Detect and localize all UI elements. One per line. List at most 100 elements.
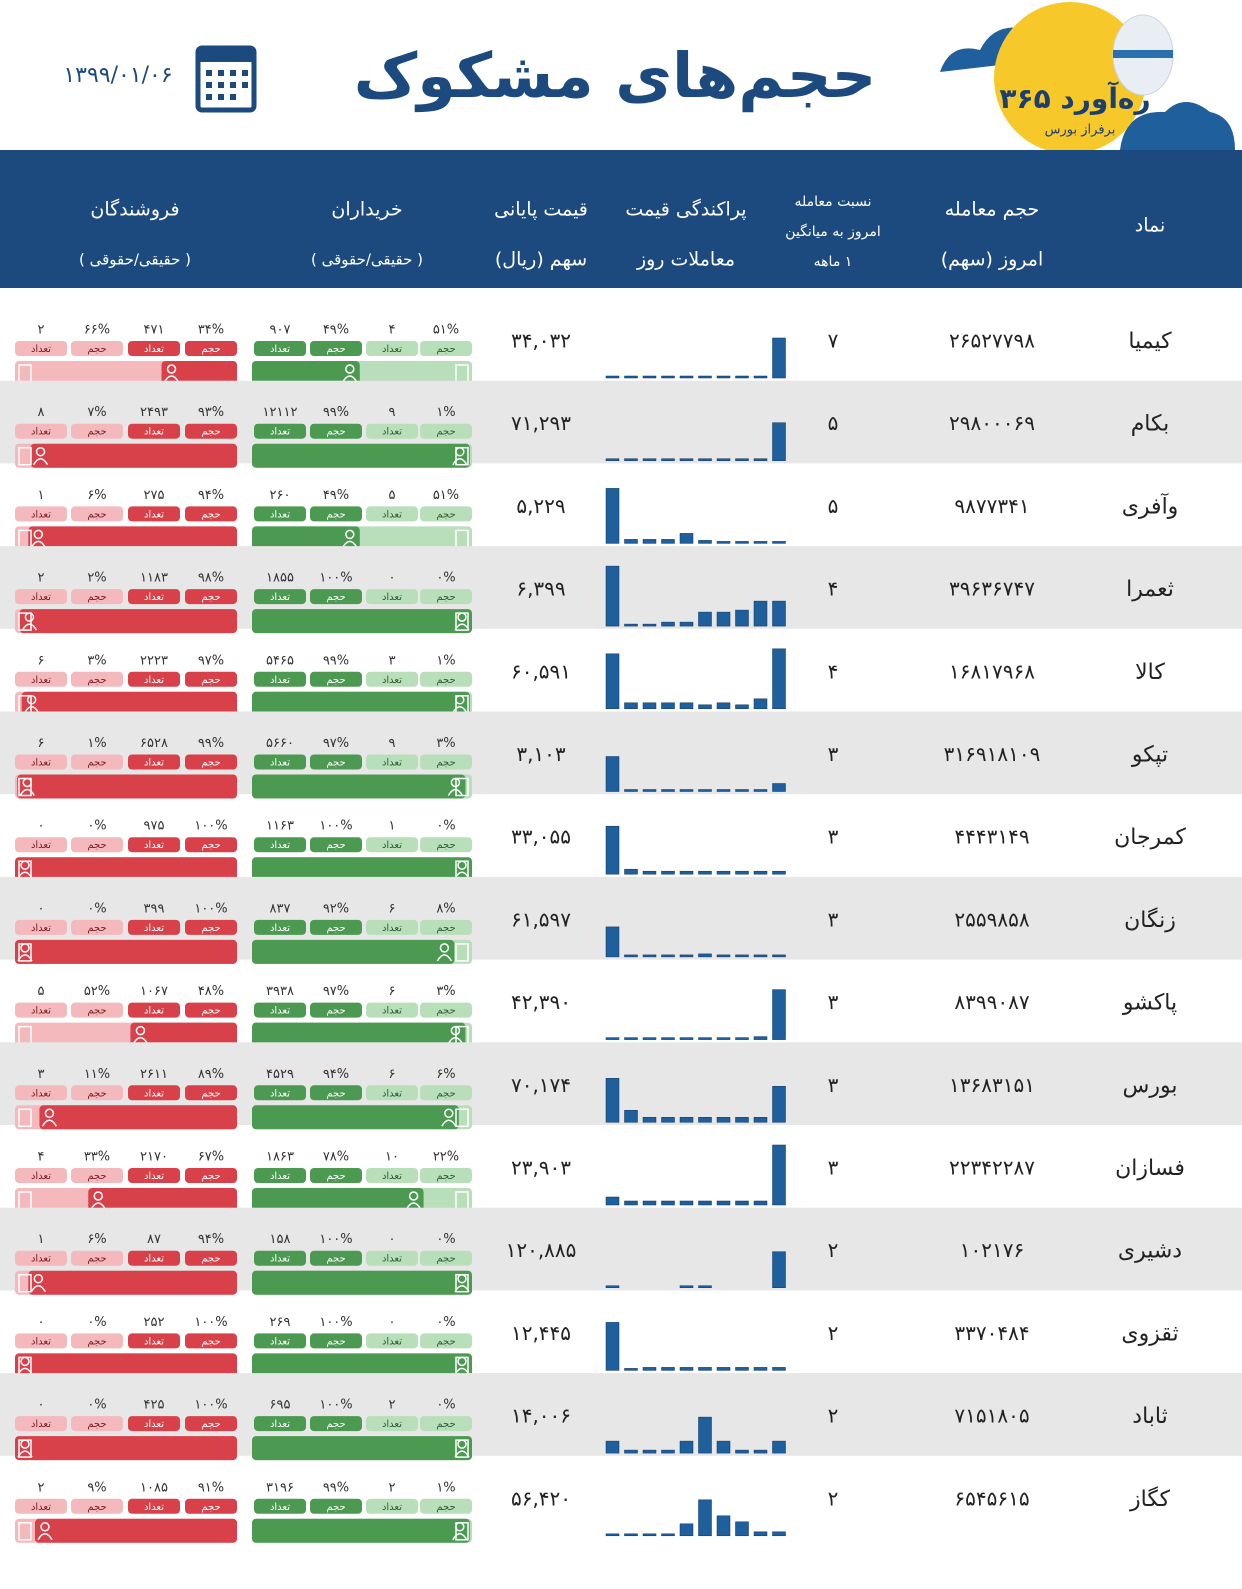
label-pill (310, 423, 362, 439)
person-icon (41, 1119, 58, 1127)
column-header: سهم (ریال) (495, 249, 587, 271)
label-pill (310, 1168, 362, 1183)
volume: ۷۱۵۱۸۰۵ (954, 1404, 1029, 1428)
label-pill-text: تعداد (270, 1502, 290, 1513)
building-icon (18, 943, 32, 962)
dispersion-bar (642, 870, 657, 875)
symbol: فسازان (1115, 1156, 1185, 1181)
label-pill-text: تعداد (382, 509, 402, 520)
buyer-value: ۱۱۶۳ (266, 819, 294, 834)
buyer-real-bar (252, 939, 455, 964)
dispersion-bar (735, 954, 749, 958)
buyer-value: ۱۸۶۳ (266, 1150, 294, 1165)
label-pill (420, 1250, 472, 1266)
column-header: حجم معامله (945, 199, 1039, 221)
label-pill-text: تعداد (270, 840, 290, 851)
person-icon (342, 375, 358, 383)
building-icon (455, 943, 469, 962)
label-pill-text: حجم (326, 840, 345, 851)
buyer-value: ۱% (436, 405, 455, 420)
label-pill (128, 1498, 180, 1514)
seller-value: ۹۳% (198, 405, 224, 420)
label-pill-text: تعداد (382, 344, 402, 355)
seller-value: ۴ (38, 1150, 45, 1165)
buyer-real-bar (252, 1188, 424, 1212)
label-pill-text: تعداد (382, 1006, 402, 1017)
symbol: کمرجان (1114, 825, 1186, 850)
dispersion-bar (772, 989, 786, 1040)
symbol: دشیری (1118, 1239, 1182, 1264)
symbol: تپکو (1131, 743, 1168, 768)
seller-value: ۲۶۱۱ (140, 1067, 168, 1082)
label-pill-text: حجم (436, 840, 455, 851)
dispersion-bar (753, 541, 768, 544)
label-pill-text: حجم (87, 1419, 106, 1430)
label-pill (15, 423, 67, 439)
label-pill-text: حجم (201, 1254, 220, 1265)
label-pill-text: حجم (326, 1171, 345, 1182)
label-pill-text: حجم (326, 427, 345, 438)
label-pill (254, 1250, 306, 1266)
dispersion-bar (753, 954, 768, 958)
label-pill (185, 423, 237, 439)
dispersion-bar (679, 533, 694, 544)
buyer-value: ۲ (389, 1480, 396, 1495)
label-pill (420, 1498, 472, 1514)
price: ۱۲۰,۸۸۵ (506, 1238, 577, 1262)
volume: ۳۹۶۳۶۷۴۷ (949, 577, 1035, 601)
buyer-value: ۹ (389, 736, 396, 751)
column-header: امروز (سهم) (941, 249, 1043, 271)
label-pill (71, 341, 123, 356)
label-pill-text: حجم (436, 509, 455, 520)
label-pill-text: حجم (201, 592, 220, 603)
ratio: ۳ (828, 825, 839, 849)
seller-value: ۲% (87, 571, 106, 586)
volume: ۳۳۷۰۴۸۴ (954, 1321, 1029, 1345)
building-icon (18, 1522, 32, 1541)
buyer-value: ۱۰۰% (319, 1232, 352, 1247)
person-icon (40, 1522, 50, 1532)
label-pill (420, 1002, 472, 1018)
dispersion-bar (753, 600, 768, 627)
seller-value: ۱۰۰% (194, 1398, 227, 1413)
buyer-value: ۳% (436, 736, 455, 751)
dispersion-bar (716, 702, 731, 710)
ratio: ۲ (828, 1404, 839, 1428)
label-pill-text: حجم (201, 1502, 220, 1513)
dispersion-bar (624, 375, 638, 379)
label-pill-text: تعداد (31, 592, 51, 603)
dispersion-bar (605, 458, 620, 461)
buyer-value: ۳ (389, 653, 396, 668)
label-pill (254, 1416, 306, 1432)
seller-value: ۲ (38, 571, 45, 586)
person-icon (44, 1108, 55, 1119)
seller-value: ۳۹۹ (144, 901, 165, 916)
dispersion-bar (698, 375, 712, 379)
label-pill (366, 1498, 418, 1514)
label-pill-text: حجم (436, 758, 455, 769)
label-pill (366, 1416, 418, 1432)
label-pill (185, 1250, 237, 1266)
seller-value: ۱۰۸۵ (140, 1480, 168, 1495)
seller-value: ۷% (87, 405, 106, 420)
dispersion-bar (772, 1144, 786, 1206)
label-pill (71, 671, 123, 687)
dispersion-bar (753, 870, 768, 875)
label-pill-text: حجم (201, 840, 220, 851)
building-icon (455, 1522, 469, 1541)
ratio: ۵ (828, 494, 839, 518)
dispersion-bar (716, 1117, 731, 1123)
dispersion-bar (661, 1449, 675, 1454)
dispersion-bar (716, 1200, 731, 1206)
label-pill (71, 589, 123, 605)
buyer-real-bar (252, 774, 466, 799)
label-pill-text: حجم (87, 1006, 106, 1017)
label-pill-text: حجم (436, 1336, 455, 1347)
dispersion-bar (661, 1200, 675, 1206)
label-pill (420, 837, 472, 853)
dispersion-bar (661, 1367, 675, 1371)
label-pill (366, 1250, 418, 1266)
dispersion-bar (679, 870, 694, 875)
dispersion-bar (642, 1367, 657, 1371)
seller-value: ۶ (38, 653, 45, 668)
